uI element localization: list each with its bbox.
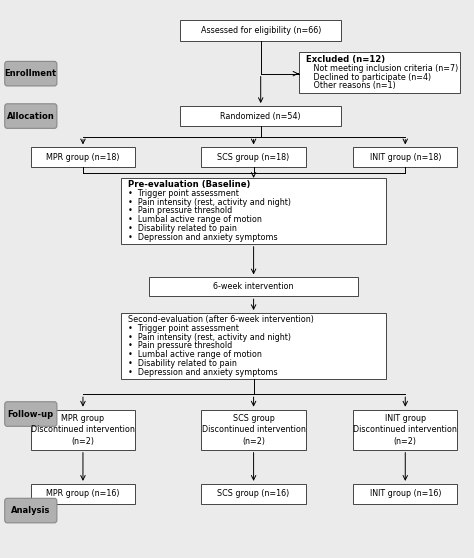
Text: (n=2): (n=2) [242,437,265,446]
FancyBboxPatch shape [5,104,57,128]
Text: Randomized (n=54): Randomized (n=54) [220,112,301,121]
Text: Not meeting inclusion criteria (n=7): Not meeting inclusion criteria (n=7) [306,64,458,73]
FancyBboxPatch shape [201,410,306,450]
FancyBboxPatch shape [31,147,135,167]
Text: INIT group: INIT group [385,413,426,422]
FancyBboxPatch shape [5,61,57,86]
FancyBboxPatch shape [353,147,457,167]
Text: Excluded (n=12): Excluded (n=12) [306,55,385,64]
Text: Second-evaluation (after 6-week intervention): Second-evaluation (after 6-week interven… [128,315,314,324]
Text: Analysis: Analysis [11,506,51,515]
FancyBboxPatch shape [180,106,341,126]
Text: •  Trigger point assessment: • Trigger point assessment [128,324,239,333]
FancyBboxPatch shape [121,178,386,244]
Text: Pre-evaluation (Baseline): Pre-evaluation (Baseline) [128,180,250,189]
FancyBboxPatch shape [180,20,341,41]
Text: •  Lumbal active range of motion: • Lumbal active range of motion [128,350,262,359]
Text: •  Disability related to pain: • Disability related to pain [128,224,237,233]
Text: Follow-up: Follow-up [8,410,54,418]
Text: MPR group (n=16): MPR group (n=16) [46,489,120,498]
Text: SCS group (n=16): SCS group (n=16) [218,489,290,498]
Text: INIT group (n=18): INIT group (n=18) [370,153,441,162]
Text: Assessed for eligibility (n=66): Assessed for eligibility (n=66) [201,26,321,35]
Text: Other reasons (n=1): Other reasons (n=1) [306,81,395,90]
Text: Enrollment: Enrollment [5,69,57,78]
Text: (n=2): (n=2) [72,437,94,446]
FancyBboxPatch shape [121,313,386,379]
Text: Discontinued intervention: Discontinued intervention [201,425,306,434]
Text: •  Disability related to pain: • Disability related to pain [128,359,237,368]
Text: 6-week intervention: 6-week intervention [213,282,294,291]
Text: •  Pain pressure threshold: • Pain pressure threshold [128,206,232,215]
Text: •  Pain intensity (rest, activity and night): • Pain intensity (rest, activity and nig… [128,198,291,206]
Text: •  Pain intensity (rest, activity and night): • Pain intensity (rest, activity and nig… [128,333,291,341]
Text: •  Lumbal active range of motion: • Lumbal active range of motion [128,215,262,224]
Text: MPR group: MPR group [62,413,104,422]
FancyBboxPatch shape [31,410,135,450]
Text: Discontinued intervention: Discontinued intervention [353,425,457,434]
Text: •  Depression and anxiety symptoms: • Depression and anxiety symptoms [128,368,278,377]
Text: MPR group (n=18): MPR group (n=18) [46,153,120,162]
FancyBboxPatch shape [5,402,57,426]
FancyBboxPatch shape [31,484,135,504]
Text: •  Depression and anxiety symptoms: • Depression and anxiety symptoms [128,233,278,242]
Text: INIT group (n=16): INIT group (n=16) [370,489,441,498]
Text: SCS group (n=18): SCS group (n=18) [218,153,290,162]
Text: Declined to participate (n=4): Declined to participate (n=4) [306,73,431,81]
FancyBboxPatch shape [201,484,306,504]
Text: •  Trigger point assessment: • Trigger point assessment [128,189,239,198]
Text: (n=2): (n=2) [394,437,417,446]
FancyBboxPatch shape [201,147,306,167]
Text: •  Pain pressure threshold: • Pain pressure threshold [128,341,232,350]
FancyBboxPatch shape [5,498,57,523]
FancyBboxPatch shape [353,484,457,504]
Text: SCS group: SCS group [233,413,274,422]
FancyBboxPatch shape [299,52,460,93]
Text: Allocation: Allocation [7,112,55,121]
FancyBboxPatch shape [149,277,358,296]
FancyBboxPatch shape [353,410,457,450]
Text: Discontinued intervention: Discontinued intervention [31,425,135,434]
